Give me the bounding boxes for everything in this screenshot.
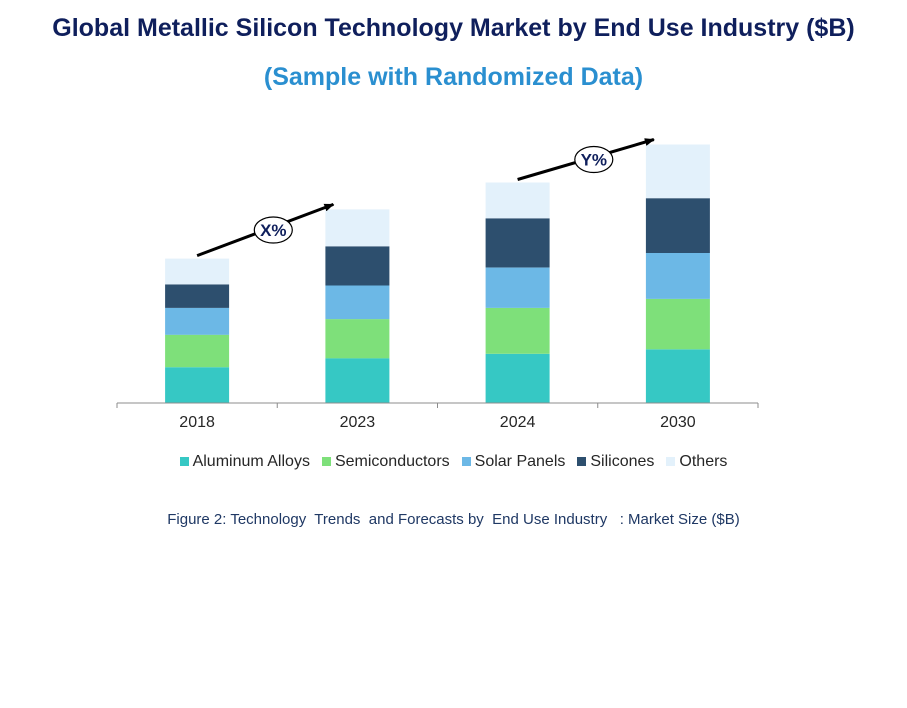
legend-label: Semiconductors	[334, 453, 450, 470]
bar-2030-silicones	[645, 198, 710, 253]
bar-2018-solar-panels	[165, 307, 230, 335]
bar-2023-semiconductors	[325, 319, 390, 359]
bar-2024-solar-panels	[485, 267, 550, 308]
legend-swatch	[666, 457, 676, 467]
bar-2024-others	[485, 182, 550, 219]
caption-text: Figure 2: Technology Trends and Forecast…	[167, 511, 740, 528]
bar-2023-others	[325, 209, 390, 247]
legend-swatch	[577, 457, 587, 467]
legend-item: Aluminum Alloys	[179, 453, 310, 471]
legend-swatch	[461, 457, 471, 467]
growth-label-bubble	[253, 216, 293, 244]
growth-label: X%	[260, 221, 286, 240]
bar-2024-semiconductors	[485, 307, 550, 354]
chart-title: Global Metallic Silicon Technology Marke…	[52, 14, 855, 42]
growth-label: Y%	[581, 151, 607, 170]
bar-2018-aluminum-alloys	[165, 367, 230, 403]
legend-label: Others	[679, 453, 728, 470]
bar-2030-semiconductors	[645, 298, 710, 350]
growth-label-bubble	[574, 145, 614, 174]
x-tick-label: 2024	[500, 414, 536, 431]
bar-2024-silicones	[485, 218, 550, 268]
bar-2030-others	[645, 144, 710, 199]
bar-2023-silicones	[325, 246, 390, 286]
bar-2018-silicones	[165, 284, 230, 308]
x-tick-label: 2030	[660, 414, 696, 431]
bar-2024-aluminum-alloys	[485, 353, 550, 403]
bar-2023-aluminum-alloys	[325, 358, 390, 403]
figure-caption: Figure 2: Technology Trends and Forecast…	[0, 511, 907, 528]
x-tick-label: 2018	[179, 414, 215, 431]
legend-item: Silicones	[577, 453, 654, 471]
legend-item: Solar Panels	[461, 453, 566, 471]
bar-2030-aluminum-alloys	[645, 349, 710, 403]
legend-item: Semiconductors	[321, 453, 450, 471]
legend-label: Solar Panels	[474, 453, 566, 470]
bar-2018-others	[165, 258, 230, 285]
legend-label: Aluminum Alloys	[192, 453, 310, 470]
bar-2018-semiconductors	[165, 334, 230, 368]
bar-2023-solar-panels	[325, 285, 390, 320]
chart-legend: Aluminum Alloys Semiconductors Solar Panel…	[0, 453, 907, 471]
bar-2030-solar-panels	[645, 253, 710, 299]
legend-swatch	[179, 457, 189, 467]
x-tick-label: 2023	[340, 414, 376, 431]
legend-item: Others	[666, 453, 727, 471]
legend-swatch	[321, 457, 331, 467]
legend-label: Silicones	[590, 453, 655, 470]
chart-subtitle: (Sample with Randomized Data)	[263, 63, 644, 91]
